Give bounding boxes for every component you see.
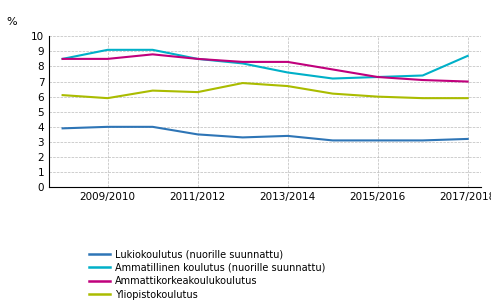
Text: %: % (6, 17, 17, 27)
Legend: Lukiokoulutus (nuorille suunnattu), Ammatillinen koulutus (nuorille suunnattu), : Lukiokoulutus (nuorille suunnattu), Amma… (88, 249, 325, 300)
